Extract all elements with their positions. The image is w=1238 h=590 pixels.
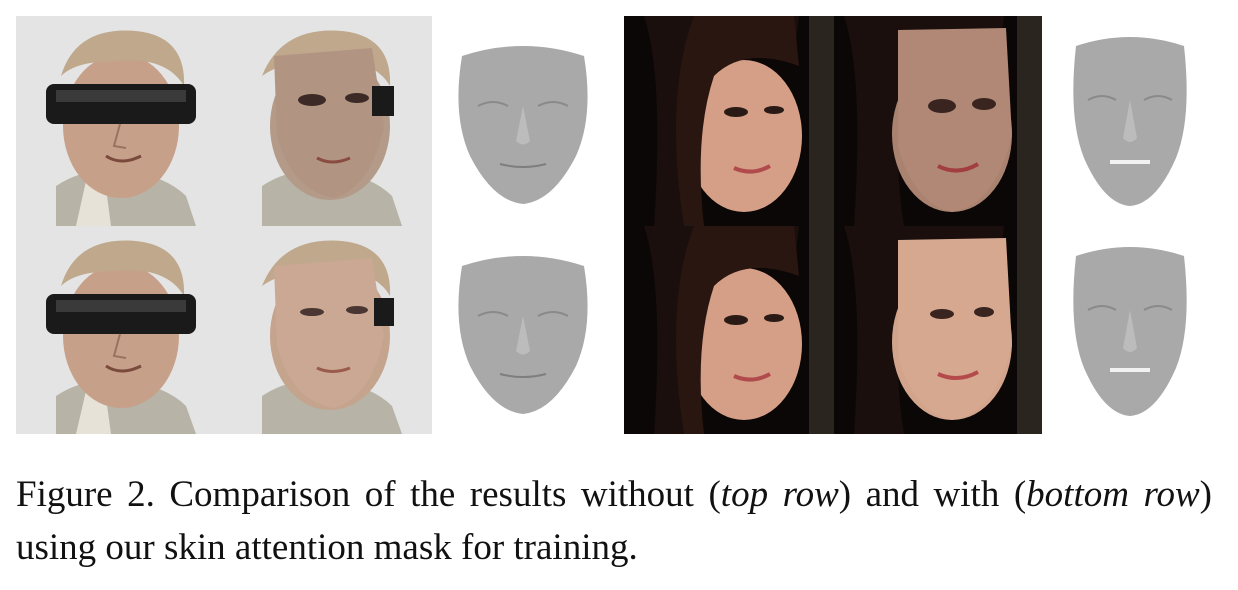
photo-man-input-top: [16, 16, 222, 226]
photo-woman-input-bottom: [624, 226, 834, 434]
caption-top-row: top row: [720, 474, 839, 515]
face-mesh-gray: [1066, 238, 1194, 418]
mesh-woman-top: [1066, 28, 1194, 208]
woman-portrait-image: [624, 226, 834, 434]
render-man-bottom: [222, 226, 432, 434]
render-woman-top: [834, 16, 1042, 226]
render-man-top: [222, 16, 432, 226]
caption-bottom-row: bottom row: [1026, 474, 1200, 515]
mesh-man-top: [448, 36, 598, 206]
face-mesh-gray: [448, 36, 598, 206]
woman-textured-face-image: [834, 16, 1042, 226]
figure-label: Figure 2.: [16, 474, 155, 515]
figure-caption: Figure 2. Comparison of the results with…: [16, 468, 1212, 574]
face-mesh-gray: [1066, 28, 1194, 208]
man-glasses-image: [16, 226, 222, 434]
mesh-man-bottom: [448, 246, 598, 416]
mesh-woman-bottom: [1066, 238, 1194, 418]
caption-text-1: Comparison of the results without (: [154, 474, 721, 515]
man-textured-face-image: [222, 16, 432, 226]
man-textured-face-image: [222, 226, 432, 434]
woman-textured-face-image: [834, 226, 1042, 434]
man-glasses-image: [16, 16, 222, 226]
face-mesh-gray: [448, 246, 598, 416]
caption-text-3: ) using our skin attention mask for trai…: [16, 474, 1212, 568]
photo-woman-input-top: [624, 16, 834, 226]
render-woman-bottom: [834, 226, 1042, 434]
photo-man-input-bottom: [16, 226, 222, 434]
woman-portrait-image: [624, 16, 834, 226]
caption-text-2: ) and with (: [838, 474, 1027, 515]
